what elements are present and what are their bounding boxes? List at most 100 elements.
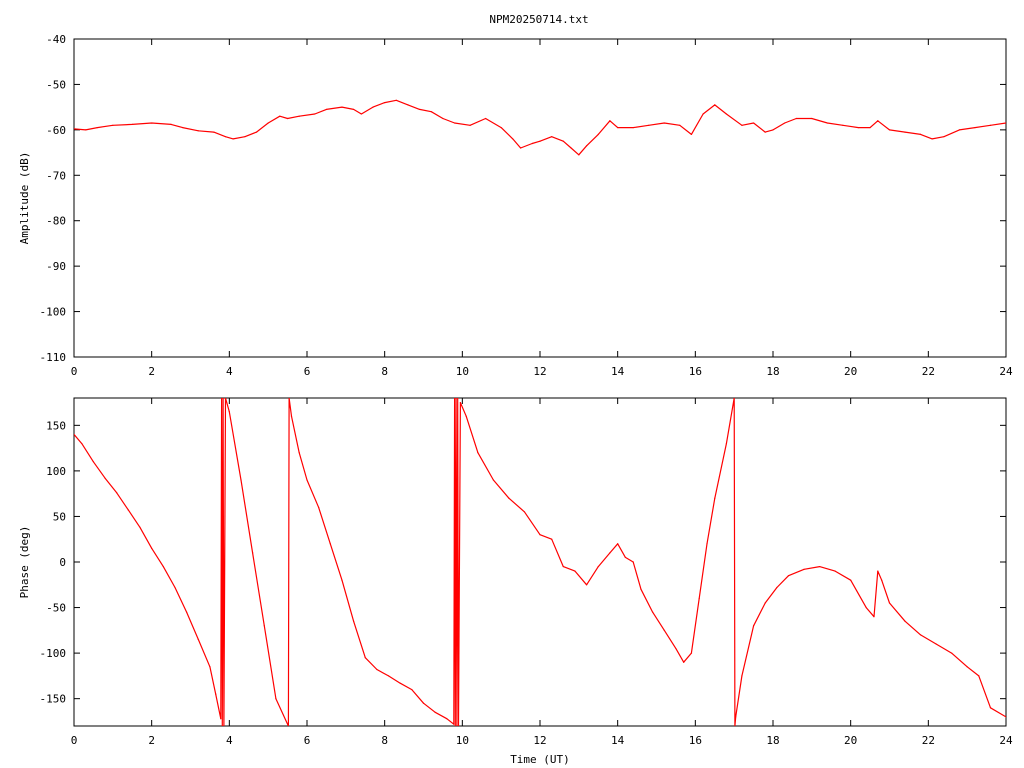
amplitude-data-point xyxy=(919,133,922,135)
phase-data-point xyxy=(574,570,576,572)
amplitude-data-point xyxy=(112,124,114,126)
phase-x-tick-label: 12 xyxy=(533,734,546,747)
amplitude-x-tick-label: 0 xyxy=(71,365,78,378)
phase-data-point xyxy=(508,497,510,499)
phase-data-point xyxy=(877,570,879,572)
amplitude-data-point xyxy=(531,142,533,145)
phase-data-point xyxy=(306,479,308,481)
amplitude-y-tick-label: -80 xyxy=(46,215,66,228)
amplitude-y-tick-label: -60 xyxy=(46,124,66,137)
phase-data-point xyxy=(341,579,343,581)
amplitude-data-point xyxy=(869,126,871,129)
amplitude-data-point xyxy=(989,124,992,126)
amplitude-data-point xyxy=(224,136,227,138)
amplitude-data-point xyxy=(325,108,328,111)
amplitude-data-point xyxy=(877,120,879,122)
phase-data-point xyxy=(399,682,401,684)
phase-x-tick-label: 22 xyxy=(922,734,935,747)
amplitude-data-point xyxy=(453,122,456,124)
amplitude-data-point xyxy=(784,122,786,124)
phase-panel: 0 2 4 6 8 10 12 14 16 18 20 22 24150100500-50-100-15… xyxy=(18,397,1013,766)
phase-series-line xyxy=(74,398,1006,726)
amplitude-data-point xyxy=(931,138,933,140)
amplitude-data-point xyxy=(131,123,133,126)
phase-data-point xyxy=(186,611,188,613)
phase-data-point xyxy=(523,511,526,513)
phase-data-point xyxy=(252,552,254,554)
phase-data-point xyxy=(733,398,735,399)
phase-data-point xyxy=(220,718,222,720)
phase-data-point xyxy=(609,552,611,554)
amplitude-data-point xyxy=(826,122,828,124)
amplitude-x-tick-label: 22 xyxy=(922,365,935,378)
amplitude-data-point xyxy=(151,122,153,124)
amplitude-data-point xyxy=(648,124,650,126)
amplitude-data-point xyxy=(562,140,564,142)
amplitude-data-point xyxy=(512,138,514,140)
phase-data-point xyxy=(714,497,716,499)
amplitude-x-tick-label: 20 xyxy=(844,365,857,378)
phase-data-point xyxy=(221,725,223,726)
phase-data-point xyxy=(951,652,953,654)
phase-data-point xyxy=(752,625,755,627)
amplitude-data-point xyxy=(857,126,860,129)
amplitude-data-point xyxy=(752,122,755,124)
phase-data-point xyxy=(734,725,736,726)
phase-data-point xyxy=(411,688,413,691)
amplitude-data-point xyxy=(586,145,588,147)
amplitude-y-tick-label: -100 xyxy=(40,306,67,319)
amplitude-x-tick-label: 16 xyxy=(689,365,702,378)
amplitude-data-point xyxy=(679,124,681,126)
amplitude-y-tick-label: -50 xyxy=(46,78,66,91)
amplitude-data-point xyxy=(888,129,891,131)
phase-data-point xyxy=(492,479,494,481)
amplitude-data-point xyxy=(741,124,743,126)
phase-x-tick-label: 4 xyxy=(226,734,233,747)
amplitude-data-point xyxy=(714,104,716,106)
phase-data-point xyxy=(850,579,852,581)
amplitude-data-point xyxy=(485,117,487,120)
amplitude-data-point xyxy=(384,102,386,104)
phase-data-point xyxy=(935,643,937,645)
phase-data-point xyxy=(376,668,378,671)
chart-title: NPM20250714.txt xyxy=(489,13,588,26)
amplitude-x-tick-label: 10 xyxy=(456,365,469,378)
amplitude-data-point xyxy=(213,131,215,133)
phase-data-point xyxy=(116,492,118,494)
amplitude-data-point xyxy=(469,124,471,126)
phase-data-point xyxy=(652,611,654,613)
amplitude-x-tick-label: 14 xyxy=(611,365,625,378)
amplitude-data-point xyxy=(267,122,269,124)
phase-data-point xyxy=(465,415,467,417)
amplitude-data-point xyxy=(943,136,945,138)
phase-x-tick-label: 16 xyxy=(689,734,702,747)
phase-data-point xyxy=(74,433,75,436)
phase-data-point xyxy=(454,725,456,726)
phase-data-point xyxy=(434,711,436,713)
amplitude-x-tick-label: 24 xyxy=(999,365,1013,378)
phase-data-point xyxy=(865,606,867,609)
amplitude-x-tick-label: 2 xyxy=(148,365,155,378)
phase-data-point xyxy=(455,398,457,399)
amplitude-data-point xyxy=(632,126,634,129)
phase-data-point xyxy=(81,442,83,445)
phase-x-tick-label: 2 xyxy=(148,734,155,747)
amplitude-plot-frame xyxy=(73,38,1007,358)
phase-data-point xyxy=(1005,716,1006,718)
phase-x-axis-label: Time (UT) xyxy=(510,753,570,766)
phase-data-point xyxy=(139,526,141,528)
phase-data-point xyxy=(706,543,708,545)
amplitude-data-point xyxy=(617,126,619,129)
amplitude-data-point xyxy=(578,154,580,156)
amplitude-y-tick-label: -70 xyxy=(46,169,66,182)
phase-y-tick-label: 50 xyxy=(53,510,66,523)
phase-y-tick-label: 150 xyxy=(46,419,66,432)
phase-data-point xyxy=(453,723,455,725)
phase-data-point xyxy=(387,675,390,677)
amplitude-data-point xyxy=(958,129,961,131)
phase-data-point xyxy=(353,620,355,622)
phase-data-point xyxy=(263,625,265,627)
amplitude-data-point xyxy=(609,120,611,122)
phase-data-point xyxy=(364,657,366,659)
phase-x-tick-label: 8 xyxy=(381,734,388,747)
